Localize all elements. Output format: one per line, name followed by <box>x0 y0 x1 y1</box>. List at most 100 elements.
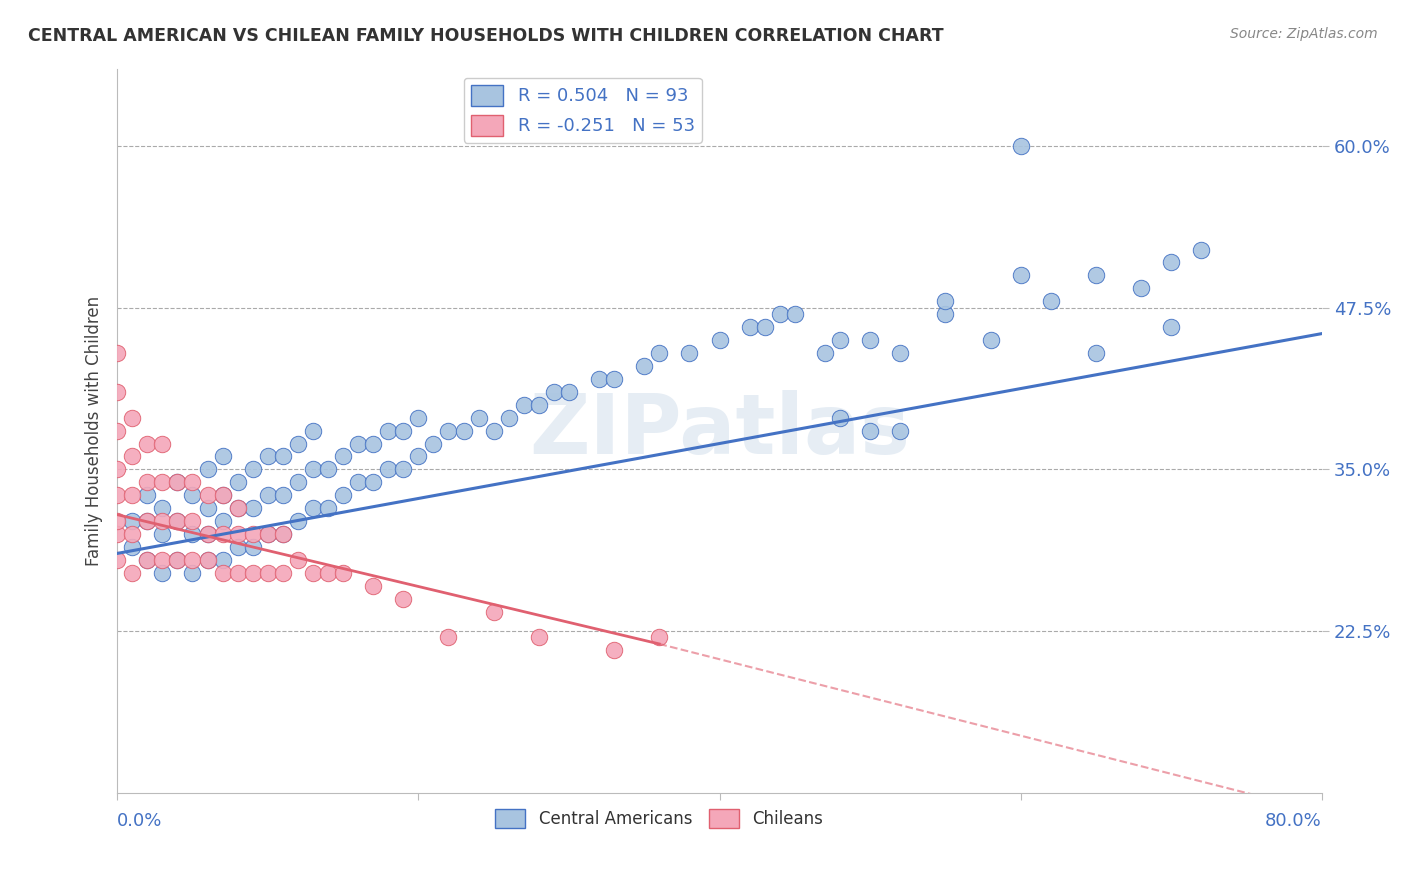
Point <box>1084 346 1107 360</box>
Text: ZIPatlas: ZIPatlas <box>529 390 910 471</box>
Point <box>271 527 294 541</box>
Point <box>211 488 233 502</box>
Point <box>347 436 370 450</box>
Point <box>271 488 294 502</box>
Point <box>828 410 851 425</box>
Text: 0.0%: 0.0% <box>117 812 163 830</box>
Point <box>136 488 159 502</box>
Point <box>226 501 249 516</box>
Point <box>105 527 128 541</box>
Point <box>181 527 204 541</box>
Point <box>121 514 143 528</box>
Point <box>242 566 264 580</box>
Point <box>271 566 294 580</box>
Point <box>1130 281 1153 295</box>
Point <box>105 462 128 476</box>
Point <box>588 372 610 386</box>
Point <box>482 424 505 438</box>
Point <box>150 436 173 450</box>
Point <box>256 488 278 502</box>
Point <box>166 514 188 528</box>
Point <box>754 320 776 334</box>
Point <box>889 424 911 438</box>
Point <box>1039 294 1062 309</box>
Point <box>211 527 233 541</box>
Point <box>166 553 188 567</box>
Point <box>934 294 956 309</box>
Point <box>453 424 475 438</box>
Point <box>633 359 655 373</box>
Point <box>256 527 278 541</box>
Point <box>242 540 264 554</box>
Point <box>197 462 219 476</box>
Point <box>437 424 460 438</box>
Point <box>347 475 370 490</box>
Point <box>256 566 278 580</box>
Point <box>271 527 294 541</box>
Point <box>482 605 505 619</box>
Point <box>527 398 550 412</box>
Point <box>181 475 204 490</box>
Point <box>361 436 384 450</box>
Point <box>242 462 264 476</box>
Point <box>226 540 249 554</box>
Point <box>934 307 956 321</box>
Point <box>181 514 204 528</box>
Point <box>197 553 219 567</box>
Point <box>105 553 128 567</box>
Point <box>316 566 339 580</box>
Point <box>121 450 143 464</box>
Point <box>287 553 309 567</box>
Point <box>498 410 520 425</box>
Point <box>181 566 204 580</box>
Point <box>392 424 415 438</box>
Point <box>527 631 550 645</box>
Point <box>150 566 173 580</box>
Point <box>166 475 188 490</box>
Point <box>226 475 249 490</box>
Point <box>287 514 309 528</box>
Point <box>558 384 581 399</box>
Point <box>1160 320 1182 334</box>
Point <box>648 346 671 360</box>
Point <box>136 475 159 490</box>
Point <box>271 450 294 464</box>
Point <box>783 307 806 321</box>
Point <box>105 488 128 502</box>
Point <box>392 591 415 606</box>
Point <box>302 424 325 438</box>
Point <box>211 566 233 580</box>
Point <box>603 372 626 386</box>
Point <box>769 307 792 321</box>
Point <box>197 553 219 567</box>
Point <box>181 553 204 567</box>
Point <box>1189 243 1212 257</box>
Point <box>136 436 159 450</box>
Point <box>316 501 339 516</box>
Point <box>150 514 173 528</box>
Point <box>332 488 354 502</box>
Point <box>211 450 233 464</box>
Point <box>166 514 188 528</box>
Point <box>242 501 264 516</box>
Text: CENTRAL AMERICAN VS CHILEAN FAMILY HOUSEHOLDS WITH CHILDREN CORRELATION CHART: CENTRAL AMERICAN VS CHILEAN FAMILY HOUSE… <box>28 27 943 45</box>
Point <box>361 579 384 593</box>
Point <box>316 462 339 476</box>
Point <box>980 333 1002 347</box>
Point <box>211 488 233 502</box>
Point <box>226 527 249 541</box>
Point <box>211 553 233 567</box>
Point <box>603 643 626 657</box>
Point <box>166 475 188 490</box>
Point <box>392 462 415 476</box>
Point <box>678 346 700 360</box>
Point <box>302 462 325 476</box>
Point <box>859 333 882 347</box>
Point <box>1010 268 1032 283</box>
Point <box>1010 139 1032 153</box>
Point <box>105 514 128 528</box>
Legend: Central Americans, Chileans: Central Americans, Chileans <box>489 803 830 835</box>
Point <box>859 424 882 438</box>
Point <box>256 527 278 541</box>
Point <box>105 424 128 438</box>
